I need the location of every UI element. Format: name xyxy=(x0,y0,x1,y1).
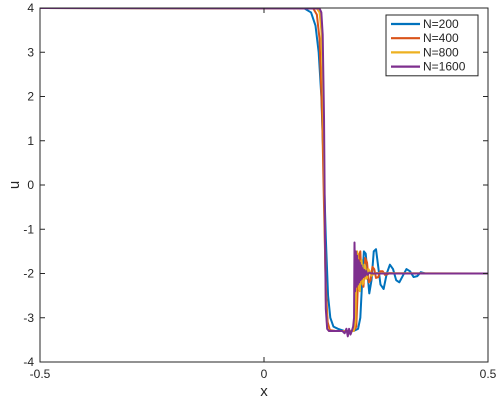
y-tick-label: 3 xyxy=(27,45,34,59)
y-tick-label: -2 xyxy=(23,267,34,281)
series-layer xyxy=(40,8,488,338)
x-tick-label: -0.5 xyxy=(30,367,51,381)
legend-label-1: N=200 xyxy=(423,17,459,31)
legend-label-3: N=800 xyxy=(423,45,459,59)
y-tick-label: 2 xyxy=(27,90,34,104)
x-axis-label: x xyxy=(260,383,268,400)
y-tick-label: -4 xyxy=(23,355,34,369)
legend-label-2: N=400 xyxy=(423,31,459,45)
y-tick-label: 0 xyxy=(27,178,34,192)
series-line-4 xyxy=(40,8,488,338)
x-tick-label: 0 xyxy=(261,367,268,381)
y-tick-label: 4 xyxy=(27,1,34,15)
y-axis-label: u xyxy=(6,181,23,189)
x-tick-label: 0.5 xyxy=(480,367,497,381)
y-tick-label: -3 xyxy=(23,311,34,325)
ticks-layer: -0.5 0 0.5 -4 -3 -2 -1 0 1 2 3 4 xyxy=(23,1,496,381)
legend-label-4: N=1600 xyxy=(423,60,466,74)
y-tick-label: 1 xyxy=(27,134,34,148)
y-tick-label: -1 xyxy=(23,222,34,236)
